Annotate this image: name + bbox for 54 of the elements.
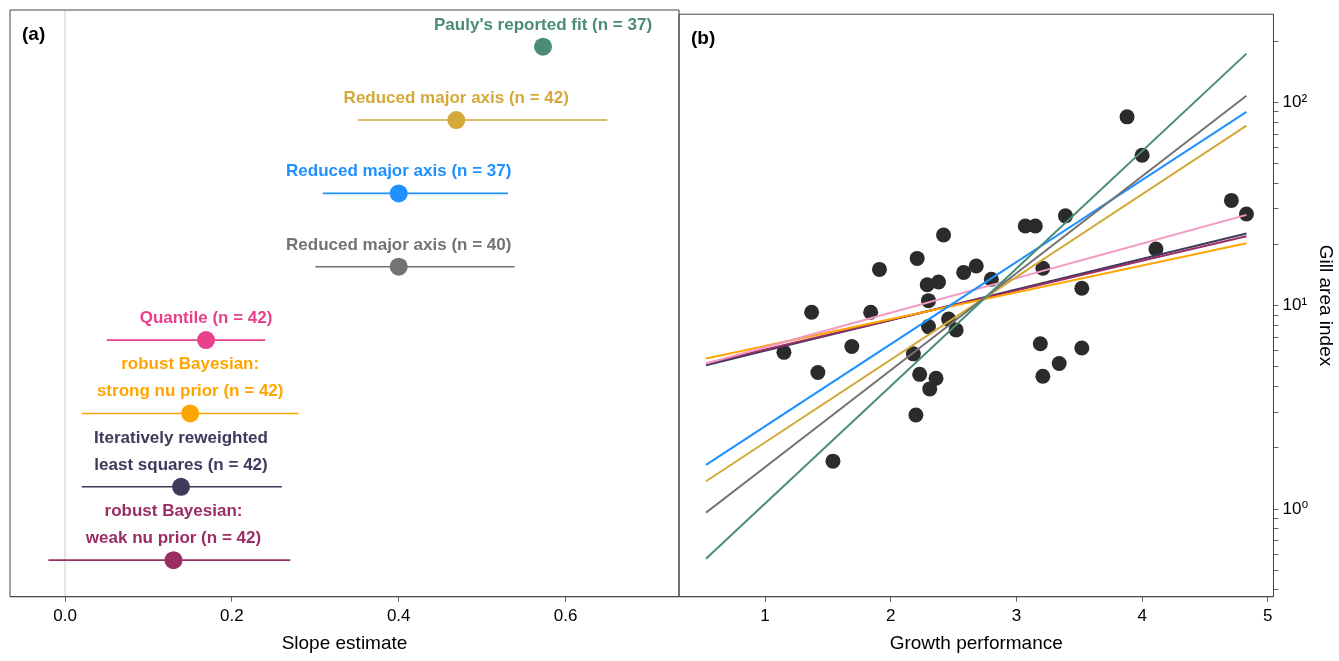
- y-tick-label: Reduced major axis (n = 42): [343, 88, 569, 108]
- x-axis-title: Slope estimate: [281, 631, 408, 653]
- point: [825, 453, 841, 469]
- y-tick-label: 10¹: [1282, 295, 1308, 315]
- point: [922, 381, 938, 397]
- y-tick-label: Quantile (n = 42): [139, 308, 273, 328]
- point: [1032, 336, 1048, 352]
- x-tick-label: 1: [760, 605, 770, 625]
- point: [956, 264, 972, 280]
- point: [912, 366, 928, 382]
- point: [810, 364, 826, 380]
- point: [871, 261, 887, 277]
- point: [534, 37, 553, 56]
- point: [447, 111, 466, 130]
- x-tick-label: 0.2: [220, 605, 244, 625]
- x-tick-label: 0.4: [386, 605, 411, 625]
- point: [1119, 109, 1135, 125]
- point: [172, 477, 190, 496]
- point: [1051, 356, 1067, 372]
- point: [928, 370, 944, 386]
- y-axis-title: Gill area index: [1316, 244, 1338, 367]
- point: [1074, 340, 1090, 356]
- x-tick-label: 5: [1263, 605, 1273, 625]
- x-tick-label: 0.0: [53, 605, 77, 625]
- annotation: (a): [22, 23, 46, 44]
- point: [1035, 368, 1051, 384]
- y-tick-label: robust Bayesian: strong nu prior (n = 42): [96, 354, 284, 401]
- point: [908, 407, 924, 423]
- y-tick-label: robust Bayesian: weak nu prior (n = 42): [84, 501, 262, 548]
- x-tick-label: 2: [886, 605, 896, 625]
- x-axis-title: Growth performance: [889, 631, 1063, 653]
- point: [1223, 192, 1239, 208]
- point: [909, 250, 925, 266]
- point: [844, 339, 860, 355]
- y-tick-label: Iteratively reweighted least squares (n = 42): [94, 427, 268, 474]
- point: [389, 257, 408, 276]
- y-tick-label: Reduced major axis (n = 40): [286, 234, 512, 254]
- point: [389, 184, 408, 203]
- point: [804, 304, 820, 320]
- point: [181, 404, 200, 423]
- point: [164, 551, 183, 570]
- annotation: (b): [691, 27, 716, 49]
- y-tick-label: 10²: [1282, 92, 1308, 112]
- point: [931, 274, 947, 290]
- point: [936, 227, 952, 243]
- y-tick-label: 10⁰: [1282, 498, 1309, 518]
- y-tick-label: Reduced major axis (n = 37): [286, 161, 512, 181]
- point: [968, 258, 984, 274]
- point: [1074, 280, 1090, 296]
- y-tick-label: Pauly's reported fit (n = 37): [434, 14, 653, 34]
- x-tick-label: 0.6: [553, 605, 578, 625]
- point: [197, 331, 216, 350]
- x-tick-label: 4: [1137, 605, 1147, 625]
- x-tick-label: 3: [1011, 605, 1022, 625]
